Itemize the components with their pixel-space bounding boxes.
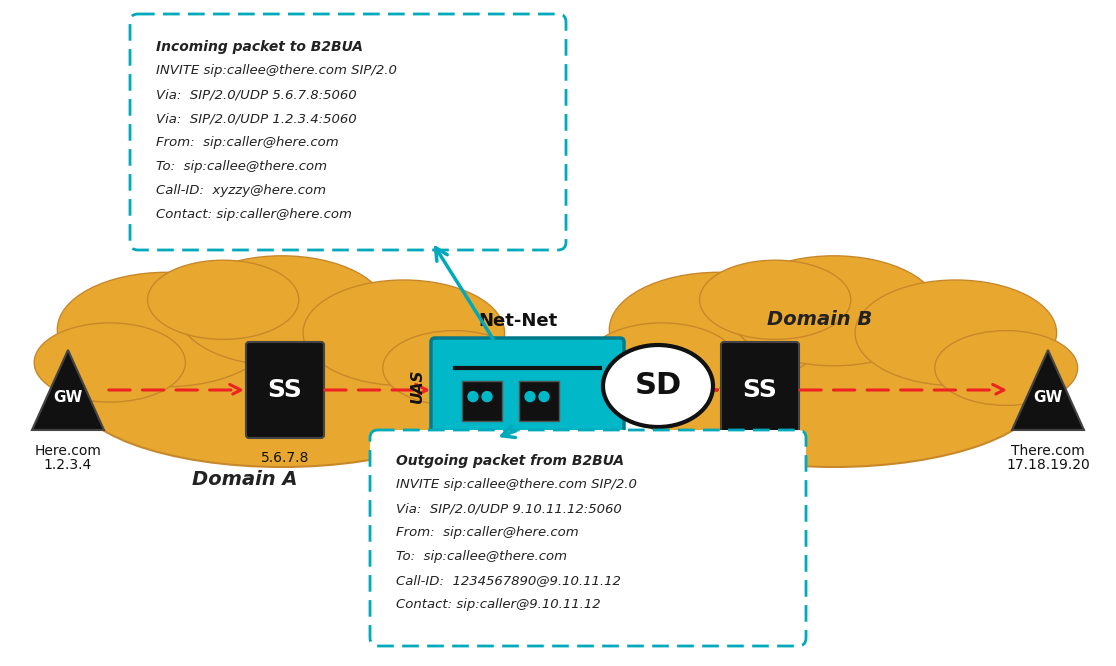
Polygon shape: [1012, 350, 1084, 430]
Text: INVITE sip:callee@there.com SIP/2.0: INVITE sip:callee@there.com SIP/2.0: [156, 64, 397, 77]
FancyBboxPatch shape: [431, 338, 624, 434]
Ellipse shape: [624, 313, 1043, 467]
Text: UAS: UAS: [410, 369, 424, 403]
Circle shape: [539, 392, 549, 402]
Text: GW: GW: [1033, 390, 1062, 406]
FancyBboxPatch shape: [519, 380, 559, 421]
Text: Incoming packet to B2BUA: Incoming packet to B2BUA: [156, 40, 363, 54]
FancyBboxPatch shape: [371, 430, 806, 646]
Ellipse shape: [603, 345, 713, 427]
Text: 17.18.19.20: 17.18.19.20: [1007, 458, 1090, 472]
Text: Via:  SIP/2.0/UDP 5.6.7.8:5060: Via: SIP/2.0/UDP 5.6.7.8:5060: [156, 88, 357, 101]
Text: 12.14.15.16: 12.14.15.16: [718, 451, 802, 465]
Text: There.com: There.com: [1011, 444, 1085, 458]
Ellipse shape: [35, 323, 185, 402]
FancyBboxPatch shape: [246, 342, 324, 438]
Ellipse shape: [177, 256, 387, 366]
Text: Outgoing packet from B2BUA: Outgoing packet from B2BUA: [396, 454, 624, 468]
Text: Domain B: Domain B: [768, 310, 873, 329]
Text: 5.6.7.8: 5.6.7.8: [261, 451, 309, 465]
FancyBboxPatch shape: [129, 14, 566, 250]
Ellipse shape: [729, 256, 939, 366]
Polygon shape: [32, 350, 104, 430]
Text: Domain A: Domain A: [192, 470, 298, 489]
Ellipse shape: [383, 330, 526, 406]
Text: Via:  SIP/2.0/UDP 9.10.11.12:5060: Via: SIP/2.0/UDP 9.10.11.12:5060: [396, 502, 622, 515]
Ellipse shape: [935, 330, 1078, 406]
Text: GW: GW: [54, 390, 83, 406]
Ellipse shape: [304, 280, 504, 386]
Text: 9.10.11.12: 9.10.11.12: [487, 452, 568, 467]
Text: From:  sip:caller@here.com: From: sip:caller@here.com: [156, 136, 338, 149]
Text: Here.com: Here.com: [35, 444, 102, 458]
Text: 1.2.3.4: 1.2.3.4: [44, 458, 93, 472]
Text: Call-ID:  xyzzy@here.com: Call-ID: xyzzy@here.com: [156, 184, 326, 197]
Circle shape: [525, 392, 535, 402]
Text: To:  sip:callee@there.com: To: sip:callee@there.com: [156, 160, 327, 173]
Text: Via:  SIP/2.0/UDP 1.2.3.4:5060: Via: SIP/2.0/UDP 1.2.3.4:5060: [156, 112, 357, 125]
Text: Net-Net: Net-Net: [478, 312, 557, 330]
Ellipse shape: [609, 272, 828, 387]
Ellipse shape: [147, 260, 299, 340]
Circle shape: [482, 392, 492, 402]
Text: From:  sip:caller@here.com: From: sip:caller@here.com: [396, 526, 578, 539]
Text: To:  sip:callee@there.com: To: sip:callee@there.com: [396, 550, 567, 563]
FancyBboxPatch shape: [462, 380, 502, 421]
Text: Contact: sip:caller@here.com: Contact: sip:caller@here.com: [156, 208, 352, 221]
Text: SD: SD: [634, 372, 682, 400]
Circle shape: [468, 392, 478, 402]
Ellipse shape: [73, 313, 492, 467]
Ellipse shape: [586, 323, 738, 402]
Ellipse shape: [57, 272, 276, 387]
Text: SS: SS: [742, 378, 778, 402]
Text: Contact: sip:caller@9.10.11.12: Contact: sip:caller@9.10.11.12: [396, 598, 600, 611]
Ellipse shape: [700, 260, 850, 340]
Text: INVITE sip:callee@there.com SIP/2.0: INVITE sip:callee@there.com SIP/2.0: [396, 478, 637, 491]
Text: SS: SS: [268, 378, 302, 402]
Ellipse shape: [855, 280, 1057, 386]
FancyBboxPatch shape: [721, 342, 799, 438]
Text: Call-ID:  1234567890@9.10.11.12: Call-ID: 1234567890@9.10.11.12: [396, 574, 620, 587]
